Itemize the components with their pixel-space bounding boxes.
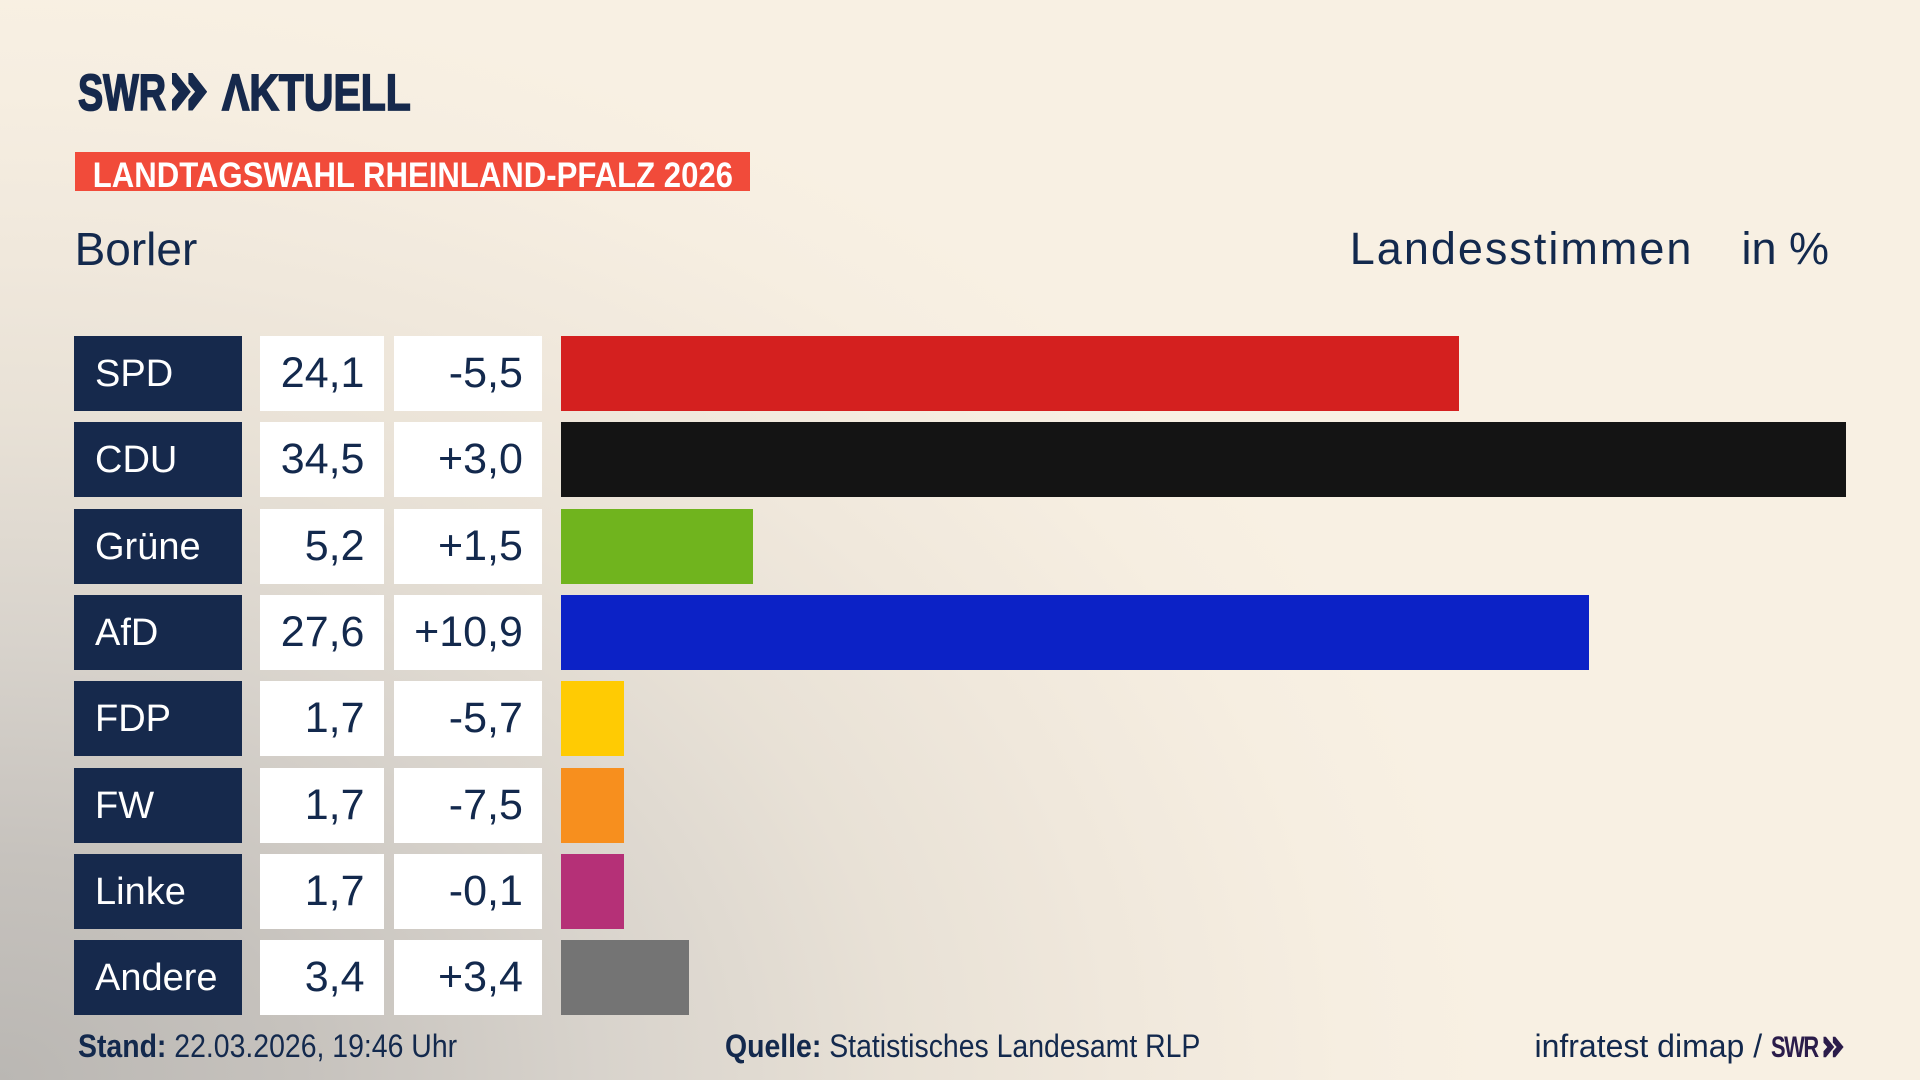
- svg-text:SWR: SWR: [1771, 1032, 1819, 1062]
